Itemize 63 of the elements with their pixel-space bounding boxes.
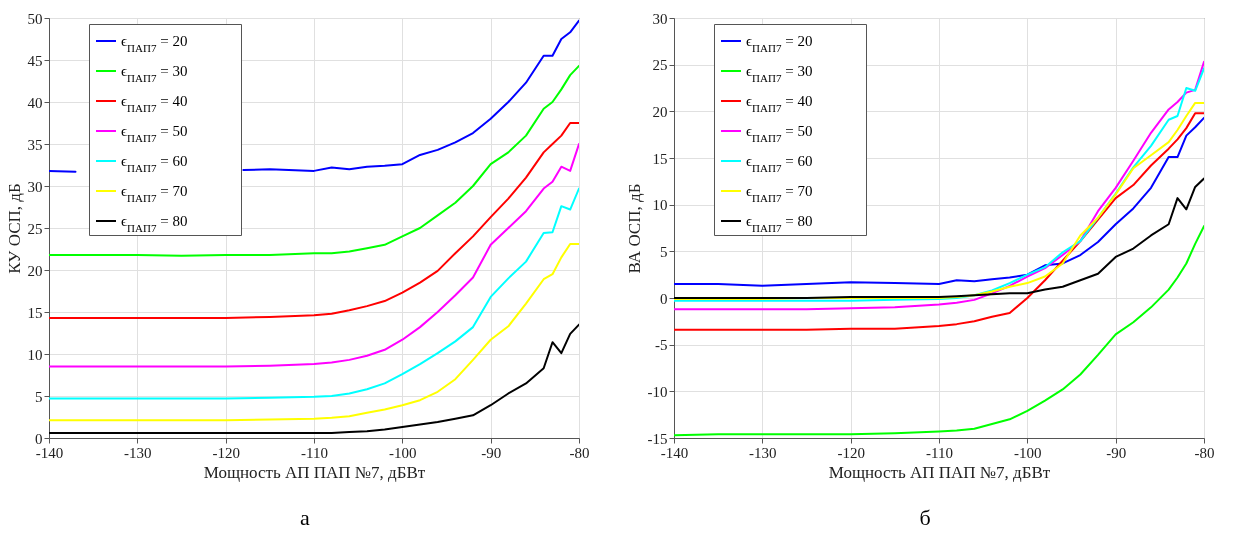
legend-label: ϵ$_{ПАП7}$ = 70 — [746, 183, 813, 204]
y-tick-label: 10 — [27, 346, 43, 363]
legend-label: ϵ$_{ПАП7}$ = 40 — [121, 93, 188, 114]
x-tick-label: -120 — [837, 444, 865, 461]
line-series — [49, 242, 579, 422]
legend-label: ϵ$_{ПАП7}$ = 20 — [121, 33, 188, 54]
y-tick-label: 5 — [660, 243, 668, 260]
x-tick-label: -100 — [1014, 444, 1042, 461]
line-series — [49, 143, 579, 368]
legend-label: ϵ$_{ПАП7}$ = 80 — [746, 213, 813, 234]
x-tick-label: -110 — [926, 444, 953, 461]
line-series — [49, 323, 579, 434]
x-tick-label: -90 — [1106, 444, 1127, 461]
x-axis-title: Мощность АП ПАП №7, дБВт — [203, 462, 426, 482]
y-tick-label: 25 — [652, 57, 668, 74]
x-tick-label: -130 — [124, 444, 152, 461]
legend-label: ϵ$_{ПАП7}$ = 20 — [746, 33, 813, 54]
text: б — [918, 505, 932, 531]
y-tick-label: 10 — [652, 197, 668, 214]
legend-label: ϵ$_{ПАП7}$ = 60 — [121, 153, 188, 174]
line-series — [674, 112, 1204, 331]
legend-label: ϵ$_{ПАП7}$ = 80 — [121, 213, 188, 234]
line-series — [49, 64, 579, 257]
y-tick-label: 5 — [35, 388, 43, 405]
line-series — [674, 177, 1204, 299]
y-tick-label: 0 — [35, 430, 43, 447]
y-axis-title: КУ ОСП, дБ — [4, 183, 24, 274]
line-series — [49, 122, 579, 319]
y-tick-label: 0 — [660, 290, 668, 307]
legend-label: ϵ$_{ПАП7}$ = 60 — [746, 153, 813, 174]
legend-label: ϵ$_{ПАП7}$ = 30 — [121, 63, 188, 84]
legend-label: ϵ$_{ПАП7}$ = 70 — [121, 183, 188, 204]
y-tick-label: -5 — [655, 337, 668, 354]
y-tick-label: -10 — [647, 383, 668, 400]
x-tick-label: -80 — [569, 444, 590, 461]
y-tick-label: 20 — [27, 262, 43, 279]
x-tick-label: -140 — [35, 444, 64, 461]
x-tick-label: -120 — [212, 444, 240, 461]
y-tick-label: 25 — [27, 220, 43, 237]
y-tick-label: -15 — [647, 430, 668, 447]
y-tick-label: 15 — [652, 150, 668, 167]
legend-label: ϵ$_{ПАП7}$ = 50 — [746, 123, 813, 144]
x-axis-title: Мощность АП ПАП №7, дБВт — [828, 462, 1051, 482]
x-tick-label: -80 — [1194, 444, 1215, 461]
y-tick-label: 35 — [27, 136, 43, 153]
y-tick-label: 30 — [27, 178, 43, 195]
text: а — [299, 505, 311, 531]
x-tick-label: -90 — [481, 444, 502, 461]
y-tick-label: 50 — [27, 10, 43, 27]
y-tick-label: 40 — [27, 94, 43, 111]
x-tick-label: -140 — [660, 444, 689, 461]
line-series — [49, 187, 579, 400]
y-tick-label: 20 — [652, 103, 668, 120]
y-tick-label: 15 — [27, 304, 43, 321]
y-tick-label: 45 — [27, 52, 43, 69]
legend-label: ϵ$_{ПАП7}$ = 50 — [121, 123, 188, 144]
x-tick-label: -130 — [749, 444, 777, 461]
y-tick-label: 30 — [652, 10, 668, 27]
x-tick-label: -110 — [301, 444, 328, 461]
y-axis-title: ВА ОСП, дБ — [624, 183, 644, 274]
legend-label: ϵ$_{ПАП7}$ = 40 — [746, 93, 813, 114]
legend-label: ϵ$_{ПАП7}$ = 30 — [746, 63, 813, 84]
x-tick-label: -100 — [389, 444, 417, 461]
